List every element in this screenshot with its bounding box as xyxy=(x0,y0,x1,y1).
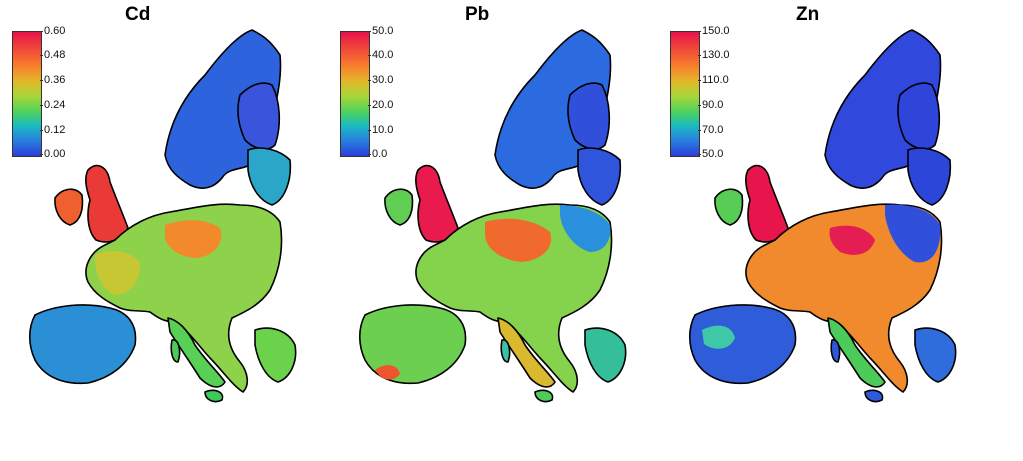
finland xyxy=(567,82,611,150)
legend-tick: 0.0 xyxy=(367,148,388,160)
legend-tick: 40.0 xyxy=(367,49,394,61)
italy xyxy=(827,317,886,388)
legend-tick: 0.48 xyxy=(39,49,66,61)
legend-tick: 50.0 xyxy=(697,148,724,160)
legend-tick: 110.0 xyxy=(698,74,729,86)
legend-tick: 30.0 xyxy=(367,74,394,86)
legend-tick: 20.0 xyxy=(367,99,394,111)
panel-title: Cd xyxy=(125,4,151,25)
eastern-zone xyxy=(560,205,611,252)
legend-tick: 150.0 xyxy=(698,25,730,37)
ireland xyxy=(54,188,84,226)
greece xyxy=(254,327,297,383)
sardinia xyxy=(500,339,511,363)
finland xyxy=(897,82,941,150)
continental-europe xyxy=(415,203,613,393)
panel-cd: Cd 0.60 0.48 0.36 0.24 0.12 0.00 xyxy=(0,0,341,461)
map-cd xyxy=(28,29,297,403)
greece xyxy=(914,327,957,383)
legend-tick: 50.0 xyxy=(367,25,394,37)
legend-tick: 0.60 xyxy=(39,25,66,37)
sicily xyxy=(534,389,554,403)
baltics xyxy=(907,147,952,206)
ireland xyxy=(714,188,744,226)
great-britain xyxy=(415,164,459,243)
panel-title: Zn xyxy=(796,4,820,25)
legend-tick: 0.12 xyxy=(39,124,66,136)
sardinia xyxy=(830,339,841,363)
central-hotspot xyxy=(829,225,875,255)
italy xyxy=(497,317,556,388)
france-zone xyxy=(95,250,141,295)
sicily xyxy=(204,389,224,403)
great-britain xyxy=(85,164,129,243)
iberia-green-zone xyxy=(702,325,735,349)
baltics xyxy=(577,147,622,206)
baltics xyxy=(247,147,292,206)
central-hotspot xyxy=(485,218,552,262)
panel-title: Pb xyxy=(465,4,490,25)
legend-tick: 10.0 xyxy=(367,124,394,136)
italy xyxy=(167,317,226,388)
greece xyxy=(584,327,627,383)
iberia xyxy=(358,304,467,385)
map-zn xyxy=(688,29,957,403)
legend-tick: 0.00 xyxy=(39,148,66,160)
panel-zn: Zn 150.0 130.0 110.0 90.0 70.0 50.0 xyxy=(660,0,1001,461)
legend-color-bar xyxy=(340,31,370,157)
iberia xyxy=(688,304,797,385)
continental-europe xyxy=(85,203,283,393)
sicily xyxy=(864,389,884,403)
finland xyxy=(237,82,281,150)
panel-pb: Pb 50.0 40.0 30.0 20.0 10.0 0.0 xyxy=(330,0,671,461)
legend-tick: 0.36 xyxy=(39,74,66,86)
sardinia xyxy=(170,339,181,363)
legend-color-bar xyxy=(12,31,42,157)
legend-tick: 90.0 xyxy=(697,99,724,111)
iberia xyxy=(28,304,137,385)
legend-tick: 130.0 xyxy=(698,49,730,61)
eastern-zone xyxy=(885,204,941,263)
great-britain xyxy=(745,164,789,243)
iberia-hotspot xyxy=(375,365,400,380)
central-hotspot xyxy=(165,220,222,258)
map-pb xyxy=(358,29,627,403)
ireland xyxy=(384,188,414,226)
legend-tick: 0.24 xyxy=(39,99,66,111)
legend-color-bar xyxy=(670,31,700,157)
legend-tick: 70.0 xyxy=(697,124,724,136)
